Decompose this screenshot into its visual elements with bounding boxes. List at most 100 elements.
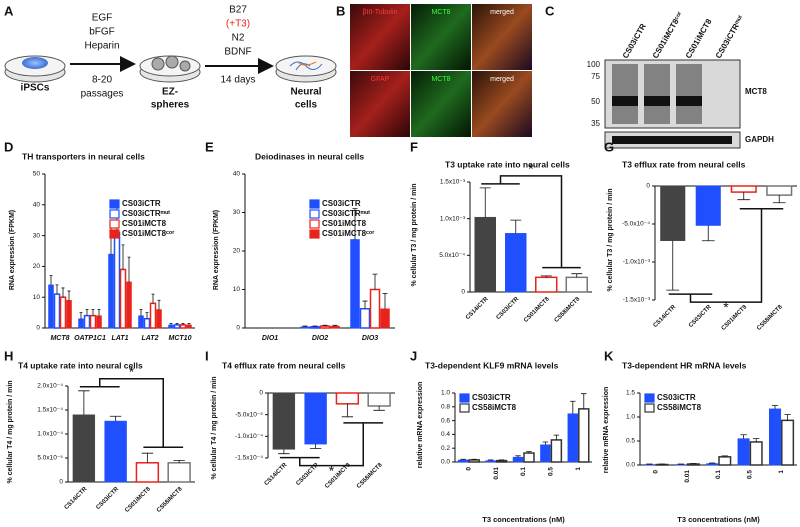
error-bar (526, 451, 532, 454)
y-tick-label: 30 (33, 232, 41, 239)
error-bar (510, 219, 522, 234)
bar (167, 462, 191, 483)
micrograph (411, 71, 471, 137)
bar (108, 253, 114, 329)
bar (126, 281, 132, 329)
legend-swatch (309, 209, 320, 219)
stage: EZ- (162, 87, 178, 98)
legend-label: CS03iCTR (472, 393, 511, 402)
error-bar (581, 393, 587, 409)
panel-label: A (4, 3, 14, 18)
error-bar (109, 415, 122, 422)
y-tick-label: 0.0 (441, 459, 450, 466)
legend-label: CS01iMCT8ᶜᵒʳ (122, 229, 174, 238)
bar (135, 462, 160, 483)
error-bar (49, 275, 53, 285)
y-tick-label: 0.0 (626, 462, 635, 469)
error-bar (471, 458, 477, 460)
x-tick-label: MCT10 (169, 335, 192, 342)
x-tick-label: 0 (652, 470, 659, 474)
bar (369, 288, 381, 329)
factor: EGF (92, 13, 113, 24)
bar (104, 420, 127, 483)
error-bar (309, 444, 322, 449)
x-axis-label: T3 concentrations (nM) (677, 515, 760, 524)
y-tick-label: 5.0x10⁻⁵ (37, 455, 63, 462)
legend-label: CS01iMCT8 (122, 219, 167, 228)
y-tick-label: 0 (236, 325, 240, 332)
chart-title: TH transporters in neural cells (22, 151, 145, 161)
y-tick-label: 0 (646, 183, 650, 190)
significance-bracket (79, 378, 184, 448)
bar (186, 324, 192, 329)
y-tick-label: -1.0x10⁻⁴ (235, 433, 263, 440)
x-tick-label: CS14iCTR (465, 296, 490, 321)
y-tick-label: -5.0x10⁻⁴ (622, 221, 650, 228)
error-bar (753, 438, 760, 442)
x-tick-label: 0 (465, 467, 472, 471)
blot-band (644, 64, 670, 124)
stain-label: βIII-Tubulin (363, 9, 398, 16)
marker-label: 50 (591, 97, 600, 106)
bar (578, 408, 590, 463)
significance-star: * (723, 299, 729, 315)
significance-star: * (528, 161, 534, 177)
bar (505, 233, 527, 293)
bar (173, 324, 181, 329)
legend-label: CS03iCTRᵐᵘᵗ (322, 209, 370, 218)
error-bar (61, 287, 65, 298)
legend-swatch (459, 403, 470, 413)
duration: 14 days (220, 75, 255, 86)
y-tick-label: 0.8 (441, 404, 450, 411)
x-axis-label: T3 concentrations (nM) (482, 515, 565, 524)
error-bar (571, 273, 583, 278)
blot-band (612, 64, 638, 124)
error-bar (487, 459, 494, 461)
chart-title: T4 efflux rate from neural cells (222, 360, 346, 370)
y-tick-label: -1.5x10⁻⁴ (235, 455, 263, 462)
error-bar (121, 244, 125, 270)
legend-label: CS58iMCT8 (472, 403, 517, 412)
x-tick-label: MCT8 (50, 335, 69, 342)
bar (119, 268, 127, 329)
error-bar (772, 195, 786, 204)
blot-band (612, 96, 638, 106)
error-bar (540, 275, 552, 278)
bar (59, 296, 67, 329)
bar (66, 300, 72, 329)
y-tick-label: 1.0x10⁻³ (440, 215, 466, 222)
x-tick-label: CS58iMCT8 (156, 486, 184, 514)
bar (512, 456, 524, 463)
bar (350, 239, 360, 329)
x-tick-label: CS14iCTR (264, 462, 289, 487)
error-bar (515, 455, 521, 458)
error-bar (278, 449, 290, 455)
y-axis-label: % cellular T4 / mg protein / min (7, 380, 14, 483)
bar (523, 452, 535, 463)
blot-band (676, 96, 702, 106)
x-tick-label: CS03iCTR (688, 304, 713, 329)
bar (83, 314, 91, 329)
micrograph (472, 71, 532, 137)
x-tick-label: 0.5 (548, 467, 555, 476)
bar (48, 284, 54, 329)
legend-swatch (644, 393, 655, 403)
bar (78, 318, 84, 329)
blot-band (612, 136, 732, 144)
legend-swatch (644, 403, 655, 413)
micrograph (472, 4, 532, 70)
error-bar (78, 390, 90, 415)
y-tick-label: 10 (233, 286, 241, 293)
y-tick-label: 5.0x10⁻⁴ (439, 252, 465, 259)
error-bar (91, 309, 95, 316)
bar (113, 231, 121, 329)
error-bar (479, 187, 491, 218)
y-tick-label: 1.0 (441, 390, 450, 397)
bar (535, 276, 558, 293)
error-bar (352, 208, 358, 240)
y-tick-label: 10 (33, 294, 41, 301)
x-tick-label: CS01iMCT8 (124, 486, 152, 514)
y-tick-label: 0 (36, 325, 40, 332)
y-tick-label: 30 (233, 209, 241, 216)
error-bar (570, 400, 576, 414)
